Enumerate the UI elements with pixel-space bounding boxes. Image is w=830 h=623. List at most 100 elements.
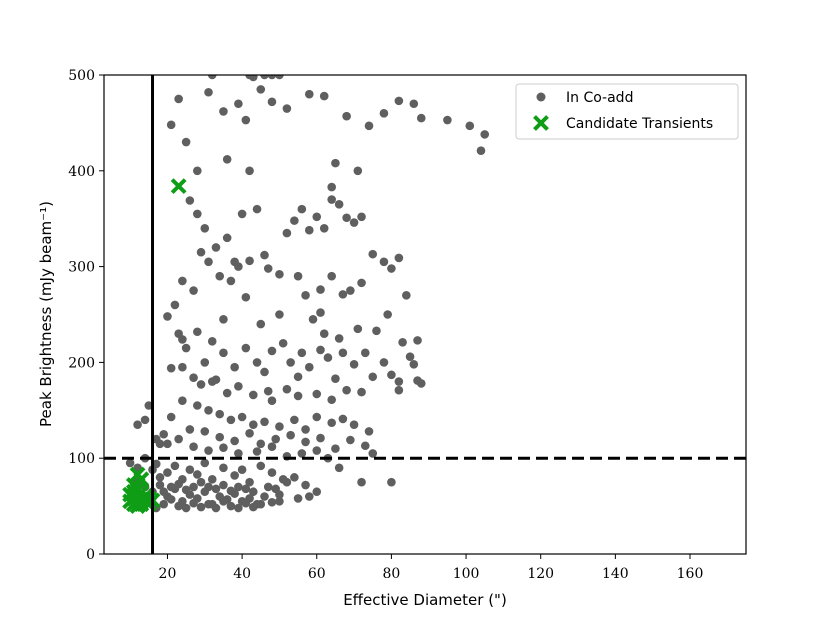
in-co-add-point: [372, 326, 381, 336]
in-co-add-point: [193, 166, 202, 176]
x-tick-label: 80: [382, 566, 400, 582]
in-co-add-point: [316, 433, 325, 443]
in-co-add-point: [234, 382, 243, 391]
in-co-add-point: [204, 257, 213, 267]
in-co-add-point: [252, 358, 262, 367]
in-co-add-point: [304, 89, 314, 99]
in-co-add-point: [275, 269, 284, 279]
in-co-add-point: [219, 314, 228, 324]
x-tick-label: 100: [453, 566, 480, 582]
in-co-add-point: [334, 200, 344, 209]
in-co-add-point: [368, 249, 378, 259]
in-co-add-point: [316, 308, 325, 317]
in-co-add-point: [301, 425, 310, 434]
in-co-add-point: [476, 146, 486, 155]
in-co-add-point: [409, 360, 419, 369]
legend-marker-in-co-add: [536, 92, 546, 102]
in-co-add-point: [155, 439, 165, 449]
in-co-add-point: [293, 494, 303, 503]
in-co-add-point: [178, 362, 187, 372]
in-co-add-point: [260, 250, 269, 260]
x-axis-label: Effective Diameter ("): [343, 591, 507, 609]
in-co-add-point: [301, 480, 310, 490]
in-co-add-point: [241, 115, 251, 125]
in-co-add-point: [140, 415, 150, 425]
in-co-add-point: [256, 499, 266, 509]
in-co-add-point: [334, 334, 344, 343]
in-co-add-point: [319, 91, 329, 101]
in-co-add-point: [245, 428, 254, 438]
in-co-add-point: [316, 285, 325, 294]
in-co-add-point: [189, 373, 198, 383]
in-co-add-point: [394, 377, 404, 386]
in-co-add-point: [226, 276, 236, 286]
candidate-transient-point: [125, 483, 142, 500]
in-co-add-point: [245, 256, 254, 266]
in-co-add-point: [275, 310, 284, 319]
in-co-add-point: [323, 353, 333, 362]
in-co-add-point: [267, 468, 277, 477]
in-co-add-point: [278, 338, 288, 348]
in-co-add-point: [297, 204, 307, 214]
in-co-add-point: [189, 442, 198, 452]
in-co-add-point: [241, 292, 251, 302]
in-co-add-point: [263, 264, 273, 273]
y-tick-label: 0: [86, 547, 95, 563]
in-co-add-point: [219, 348, 228, 358]
in-co-add-point: [219, 497, 228, 506]
legend-marker-candidate-transients: [533, 115, 549, 131]
in-co-add-point: [170, 300, 180, 310]
in-co-add-point: [394, 253, 404, 263]
in-co-add-point: [293, 372, 303, 382]
in-co-add-point: [263, 482, 273, 492]
in-co-add-point: [327, 182, 336, 192]
in-co-add-point: [174, 94, 183, 104]
in-co-add-point: [443, 115, 452, 125]
in-co-add-point: [226, 486, 236, 496]
in-co-add-point: [409, 99, 419, 109]
in-co-add-point: [304, 362, 314, 372]
in-co-add-point: [219, 443, 228, 452]
in-co-add-point: [211, 503, 221, 513]
in-co-add-point: [166, 495, 176, 504]
in-co-add-point: [402, 291, 411, 300]
in-co-add-point: [155, 473, 165, 482]
in-co-add-point: [196, 380, 206, 389]
in-co-add-point: [185, 196, 195, 205]
in-co-add-point: [319, 223, 329, 233]
in-co-add-point: [304, 492, 314, 501]
in-co-add-point: [204, 482, 213, 492]
in-co-add-point: [159, 429, 169, 439]
in-co-add-point: [263, 386, 273, 396]
in-co-add-point: [293, 271, 303, 281]
in-co-add-point: [465, 121, 475, 131]
in-co-add-point: [166, 412, 176, 422]
in-co-add-point: [200, 358, 210, 367]
in-co-add-point: [256, 85, 266, 94]
in-co-add-point: [166, 482, 176, 492]
in-co-add-point: [379, 257, 389, 267]
in-co-add-point: [364, 121, 374, 131]
x-tick-label: 60: [308, 566, 326, 582]
in-co-add-point: [234, 482, 243, 492]
y-tick-label: 500: [68, 68, 95, 84]
in-co-add-point: [252, 447, 262, 456]
in-co-add-point: [211, 243, 221, 252]
in-co-add-point: [189, 498, 198, 508]
in-co-add-point: [226, 501, 236, 511]
in-co-add-point: [267, 497, 277, 507]
in-co-add-point: [275, 497, 284, 506]
in-co-add-point: [308, 314, 318, 324]
in-co-add-point: [133, 420, 142, 429]
in-co-add-point: [219, 463, 228, 473]
in-co-add-point: [200, 223, 210, 233]
in-co-add-point: [282, 228, 292, 238]
in-co-add-point: [260, 367, 269, 377]
in-co-add-point: [193, 470, 202, 479]
in-co-add-point: [241, 498, 251, 508]
in-co-add-point: [207, 75, 217, 80]
in-co-add-point: [327, 195, 336, 204]
in-co-add-point: [163, 439, 172, 449]
y-tick-label: 300: [68, 260, 95, 276]
candidate-transient-point: [170, 178, 187, 195]
